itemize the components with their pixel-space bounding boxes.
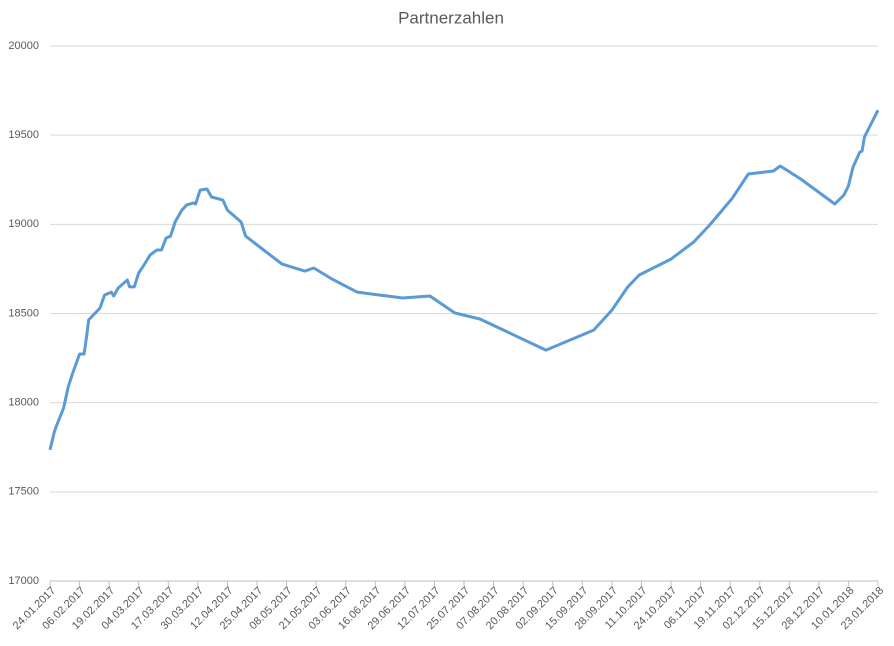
y-tick-label: 19500 — [8, 129, 39, 141]
line — [48, 109, 880, 451]
y-tick-label: 20000 — [8, 40, 39, 52]
chart-title: Partnerzahlen — [398, 8, 504, 27]
y-tick-label: 19000 — [8, 218, 39, 230]
y-tick-label: 17000 — [8, 575, 39, 587]
y-tick-label: 18000 — [8, 397, 39, 409]
y-tick-label: 17500 — [8, 486, 39, 498]
y-tick-label: 18500 — [8, 307, 39, 319]
